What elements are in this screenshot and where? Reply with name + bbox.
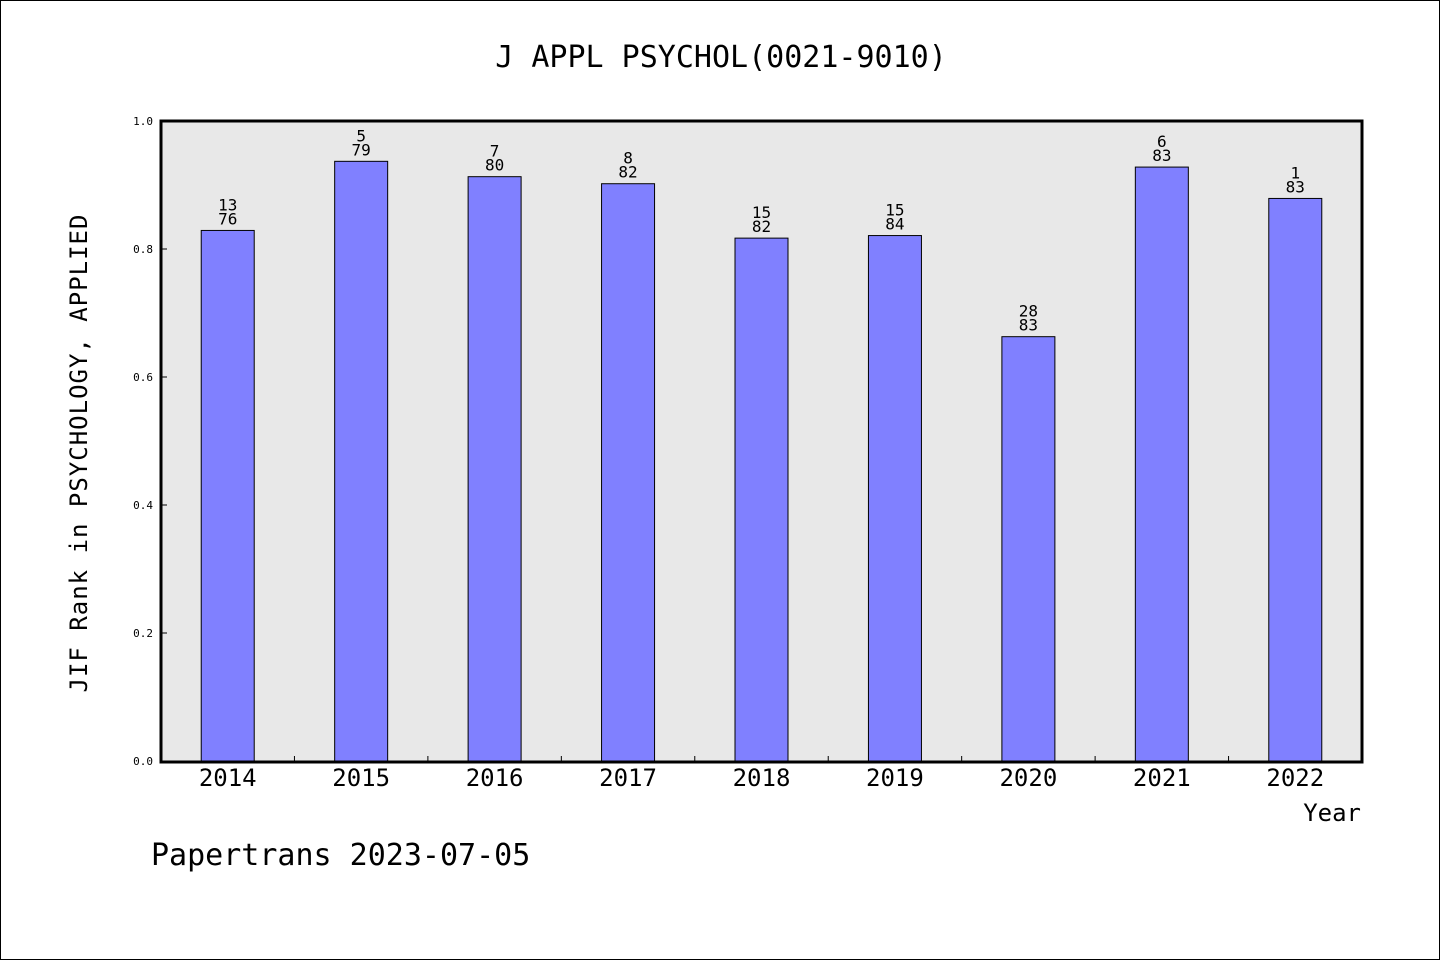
bar-2016 — [467, 176, 522, 762]
data-label-rank-2016: 7 — [490, 142, 500, 161]
y-tick-label: 0.2 — [133, 627, 153, 640]
y-tick-label: 0.8 — [133, 243, 153, 256]
x-tick-label-2015: 2015 — [332, 764, 390, 792]
bar-2018 — [734, 237, 789, 762]
bar-2022 — [1268, 197, 1323, 762]
data-label-rank-2018: 15 — [752, 203, 771, 222]
y-axis-ticks: 0.0 0.2 0.4 0.6 0.8 1.0 — [133, 115, 167, 768]
bar-2020 — [1001, 336, 1056, 762]
bars-group — [200, 160, 1323, 762]
data-label-rank-2017: 8 — [623, 149, 633, 168]
data-label-rank-2015: 5 — [356, 126, 366, 145]
data-label-total-2018: 82 — [752, 217, 771, 236]
plot-border — [159, 119, 1364, 764]
data-label-total-2017: 82 — [618, 163, 637, 182]
bar-2015 — [334, 160, 389, 762]
y-axis-label: JIF Rank in PSYCHOLOGY, APPLIED — [65, 214, 93, 693]
x-axis-ticks: 2014 2015 2016 2017 2018 2019 2020 2021 2022 — [199, 756, 1324, 792]
data-label-total-2019: 84 — [885, 215, 904, 234]
bar-2017 — [601, 183, 656, 762]
data-label-total-2020: 83 — [1019, 316, 1038, 335]
x-tick-label-2014: 2014 — [199, 764, 257, 792]
x-axis-label: Year — [1303, 799, 1361, 827]
data-label-total-2021: 83 — [1152, 146, 1171, 165]
data-label-total-2014: 76 — [218, 209, 237, 228]
data-label-total-2016: 80 — [485, 156, 504, 175]
bar-2014 — [200, 229, 255, 762]
data-label-rank-2014: 13 — [218, 195, 237, 214]
data-label-rank-2021: 6 — [1157, 132, 1167, 151]
x-tick-label-2021: 2021 — [1133, 764, 1191, 792]
x-tick-label-2017: 2017 — [599, 764, 657, 792]
data-label-total-2015: 79 — [352, 140, 371, 159]
x-tick-label-2022: 2022 — [1266, 764, 1324, 792]
y-tick-label: 0.0 — [133, 755, 153, 768]
x-tick-label-2016: 2016 — [466, 764, 524, 792]
x-tick-label-2020: 2020 — [999, 764, 1057, 792]
data-label-total-2022: 83 — [1286, 177, 1305, 196]
x-tick-label-2018: 2018 — [733, 764, 791, 792]
y-tick-label: 0.4 — [133, 499, 153, 512]
x-tick-label-2019: 2019 — [866, 764, 924, 792]
bar-2019 — [867, 235, 922, 762]
y-tick-label: 0.6 — [133, 371, 153, 384]
data-label-rank-2020: 28 — [1019, 302, 1038, 321]
y-tick-label: 1.0 — [133, 115, 153, 128]
data-label-rank-2019: 15 — [885, 201, 904, 220]
chart-title: J APPL PSYCHOL(0021-9010) — [495, 40, 947, 75]
data-label-rank-2022: 1 — [1290, 163, 1300, 182]
footer-text: Papertrans 2023-07-05 — [151, 838, 530, 873]
bar-2021 — [1134, 166, 1189, 762]
